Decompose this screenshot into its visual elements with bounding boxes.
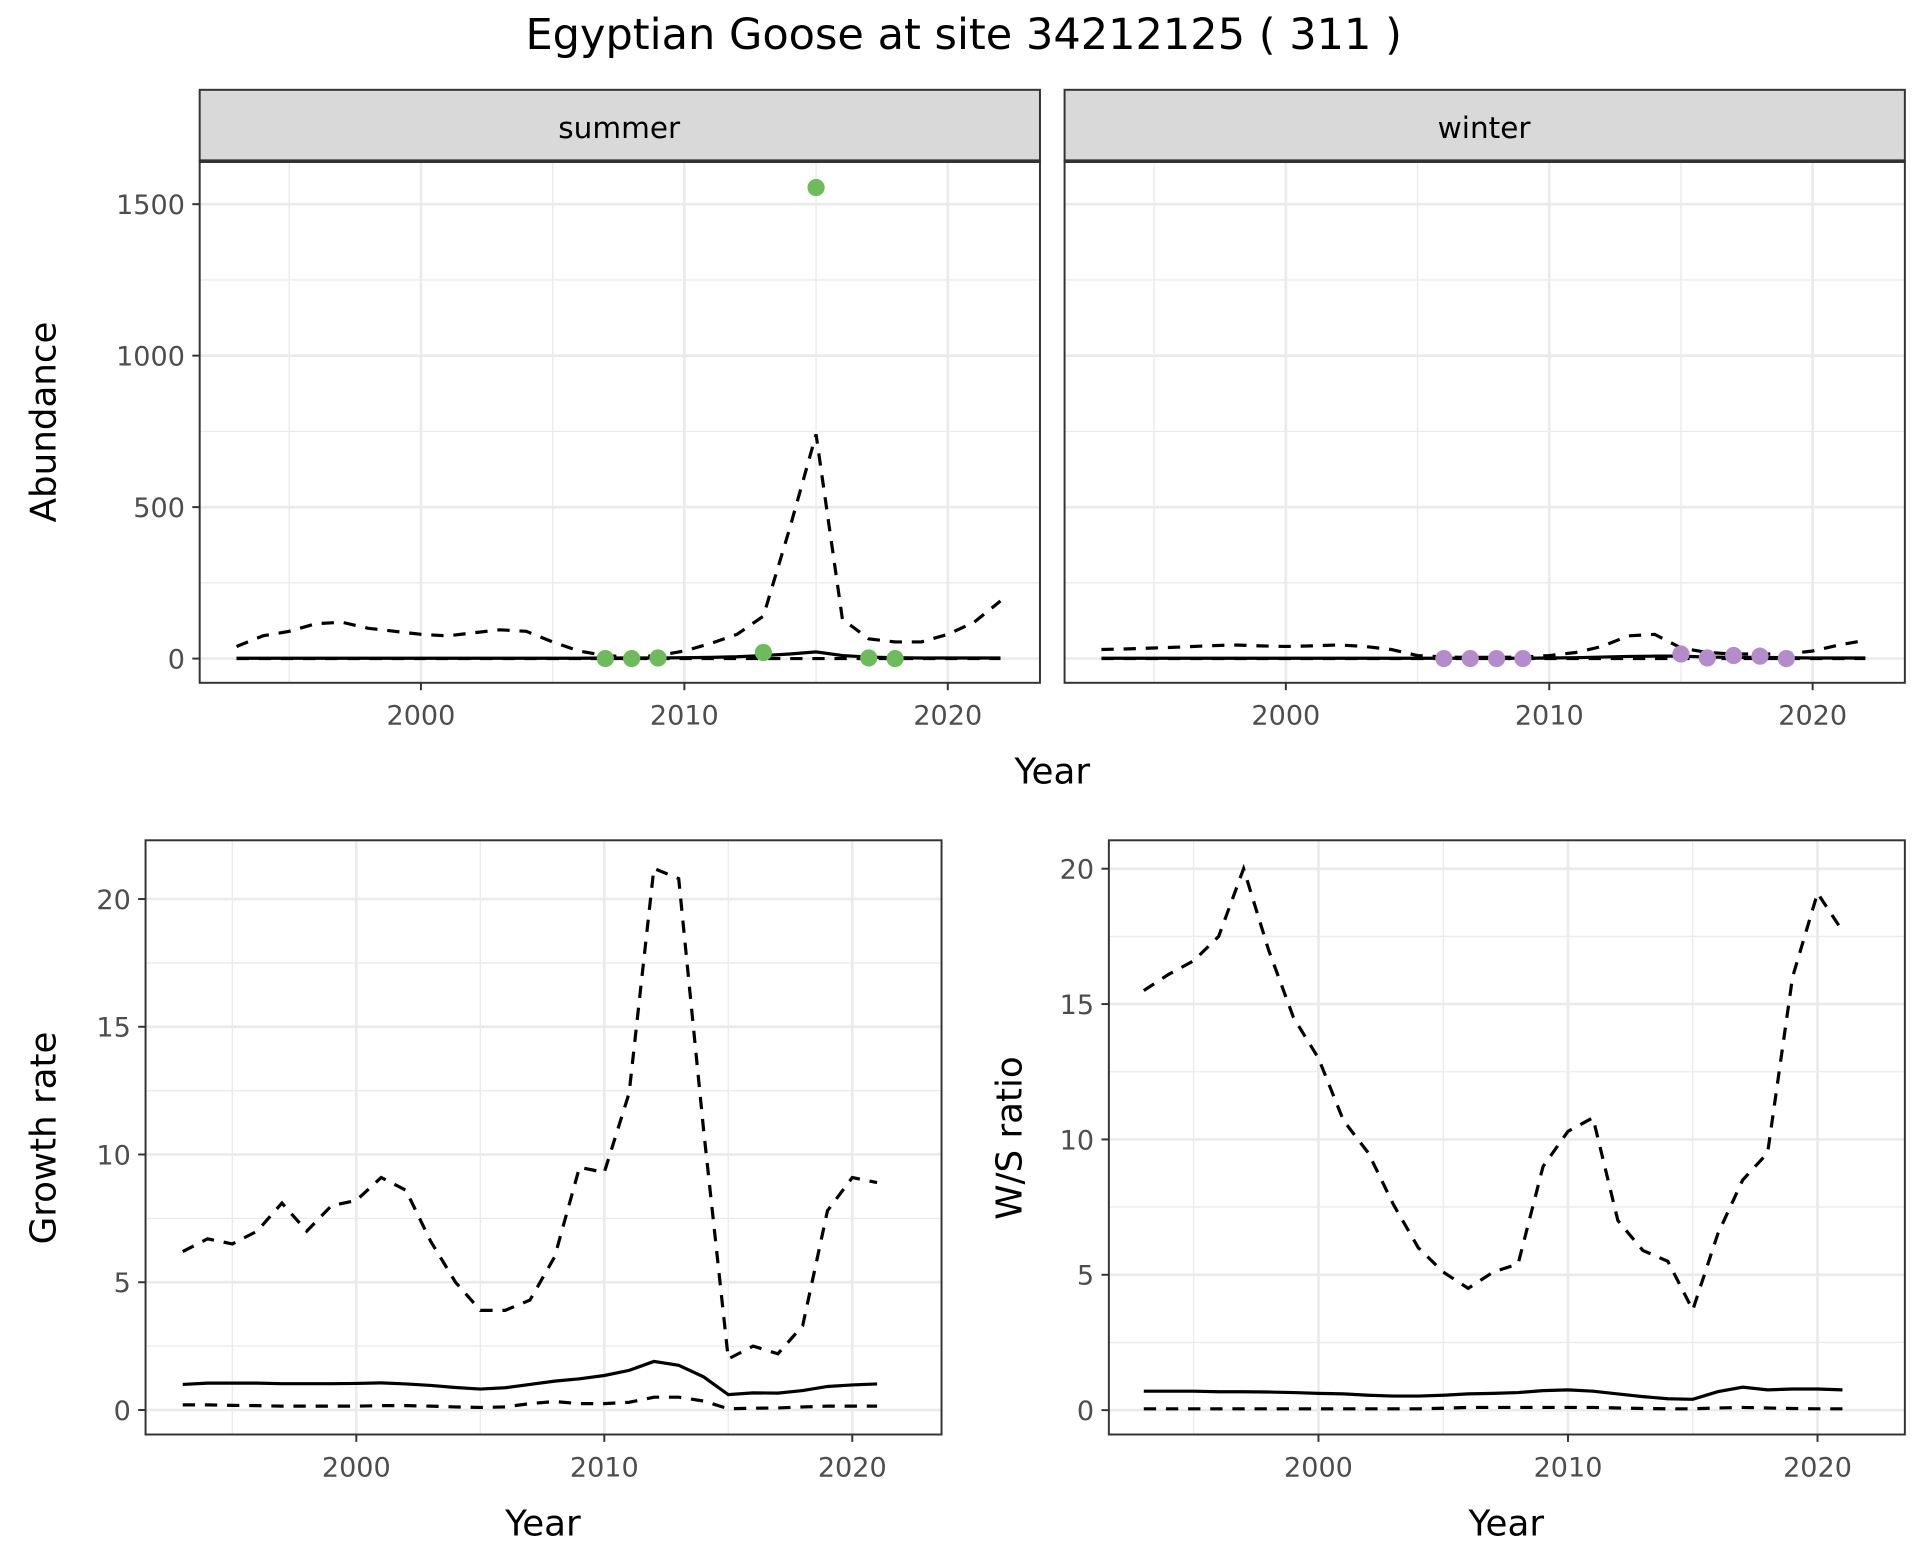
growth-rate-x-tick-label: 2010 — [570, 1452, 639, 1483]
growth-rate-x-tick-label: 2000 — [322, 1452, 391, 1483]
growth-rate-y-tick-label: 15 — [96, 1013, 130, 1044]
ws-ratio-plot-background — [1108, 840, 1905, 1435]
ws-ratio-mean-line — [1143, 1385, 1843, 1401]
abundance-summer-panel: 2000 2010 2020 0 500 1000 1500 — [116, 160, 1041, 732]
facet-strip-label-winter: winter — [1438, 111, 1532, 145]
ws-y-axis-title: W/S ratio — [990, 1056, 1031, 1219]
abundance-winter-observed-point — [1698, 649, 1716, 667]
abundance-winter-observed-point — [1751, 647, 1769, 665]
growth-rate-y-tick-label: 10 — [96, 1140, 130, 1171]
abundance-summer-upper-ci-line — [235, 433, 1002, 659]
abundance-summer-y-tick-label: 1000 — [116, 341, 185, 372]
abundance-winter-panel: 2000 2010 2020 — [1063, 160, 1906, 732]
abundance-summer-observed-point — [886, 649, 904, 668]
ws-ratio-y-tick-label: 15 — [1060, 990, 1094, 1021]
ws-ratio-x-tick-label: 2010 — [1534, 1452, 1603, 1483]
figure-title: Egyptian Goose at site 34212125 ( 311 ) — [525, 10, 1401, 60]
facet-strip-winter — [1063, 88, 1906, 163]
growth-rate-y-tick-label: 5 — [114, 1268, 131, 1299]
abundance-summer-y-tick-label: 1500 — [116, 190, 185, 221]
abundance-summer-observed-point — [754, 643, 772, 662]
ws-ratio-x-tick-label: 2020 — [1783, 1452, 1852, 1483]
abundance-winter-observed-point — [1435, 649, 1453, 668]
abundance-summer-y-tick-label: 500 — [133, 493, 185, 524]
ws-ratio-y-tick-label: 20 — [1060, 855, 1094, 886]
facet-strip-label-summer: summer — [558, 111, 681, 145]
abundance-summer-x-tick-label: 2010 — [650, 701, 719, 732]
abundance-summer-y-tick-label: 0 — [168, 644, 185, 675]
growth-rate-plot-background — [145, 840, 942, 1435]
growth-rate-panel: 2000 2010 2020 0 5 10 15 20 — [96, 839, 943, 1483]
abundance-x-axis-title: Year — [1014, 752, 1091, 793]
ws-ratio-x-tick-label: 2000 — [1284, 1452, 1353, 1483]
abundance-winter-observed-point — [1725, 646, 1743, 665]
abundance-winter-observed-point — [1461, 649, 1479, 668]
growth-rate-mean-line — [182, 1359, 878, 1397]
ws-ratio-upper-ci-line — [1142, 863, 1844, 1315]
ws-ratio-lower-ci-line — [1143, 1405, 1843, 1411]
growth-y-axis-title: Growth rate — [24, 1032, 65, 1245]
abundance-summer-observed-point — [596, 649, 614, 668]
abundance-summer-plot-background — [199, 161, 1040, 683]
abundance-winter-x-tick-label: 2000 — [1251, 701, 1320, 732]
abundance-winter-observed-point — [1514, 649, 1532, 668]
ws-ratio-panel: 2000 2010 2020 0 5 10 15 20 — [1060, 839, 1906, 1483]
growth-x-axis-title: Year — [504, 1503, 581, 1544]
abundance-winter-observed-point — [1672, 645, 1690, 663]
abundance-summer-observed-point — [649, 649, 667, 667]
ws-ratio-y-tick-label: 10 — [1060, 1125, 1094, 1156]
abundance-winter-observed-point — [1777, 649, 1795, 668]
abundance-summer-observed-point — [860, 649, 878, 667]
abundance-winter-plot-background — [1064, 161, 1905, 683]
growth-rate-upper-ci-line — [182, 866, 878, 1362]
growth-rate-x-tick-label: 2020 — [818, 1452, 887, 1483]
abundance-winter-observed-point — [1487, 649, 1506, 668]
abundance-y-axis-title: Abundance — [24, 322, 65, 523]
ws-ratio-y-tick-label: 0 — [1077, 1396, 1094, 1427]
abundance-winter-x-tick-label: 2020 — [1778, 701, 1847, 732]
abundance-summer-observed-point — [807, 178, 825, 197]
ws-x-axis-title: Year — [1467, 1503, 1544, 1544]
ws-ratio-panel-border — [1107, 839, 1906, 1436]
ws-ratio-y-tick-label: 5 — [1077, 1261, 1094, 1292]
abundance-winter-x-tick-label: 2010 — [1515, 701, 1584, 732]
abundance-summer-x-tick-label: 2000 — [387, 701, 456, 732]
growth-rate-lower-ci-line — [182, 1395, 878, 1411]
abundance-summer-x-tick-label: 2020 — [913, 701, 982, 732]
growth-rate-y-tick-label: 0 — [114, 1396, 131, 1427]
growth-rate-panel-border — [144, 839, 943, 1436]
abundance-summer-observed-point — [623, 649, 641, 668]
facet-strip-summer — [198, 88, 1041, 163]
growth-rate-y-tick-label: 20 — [96, 885, 130, 916]
